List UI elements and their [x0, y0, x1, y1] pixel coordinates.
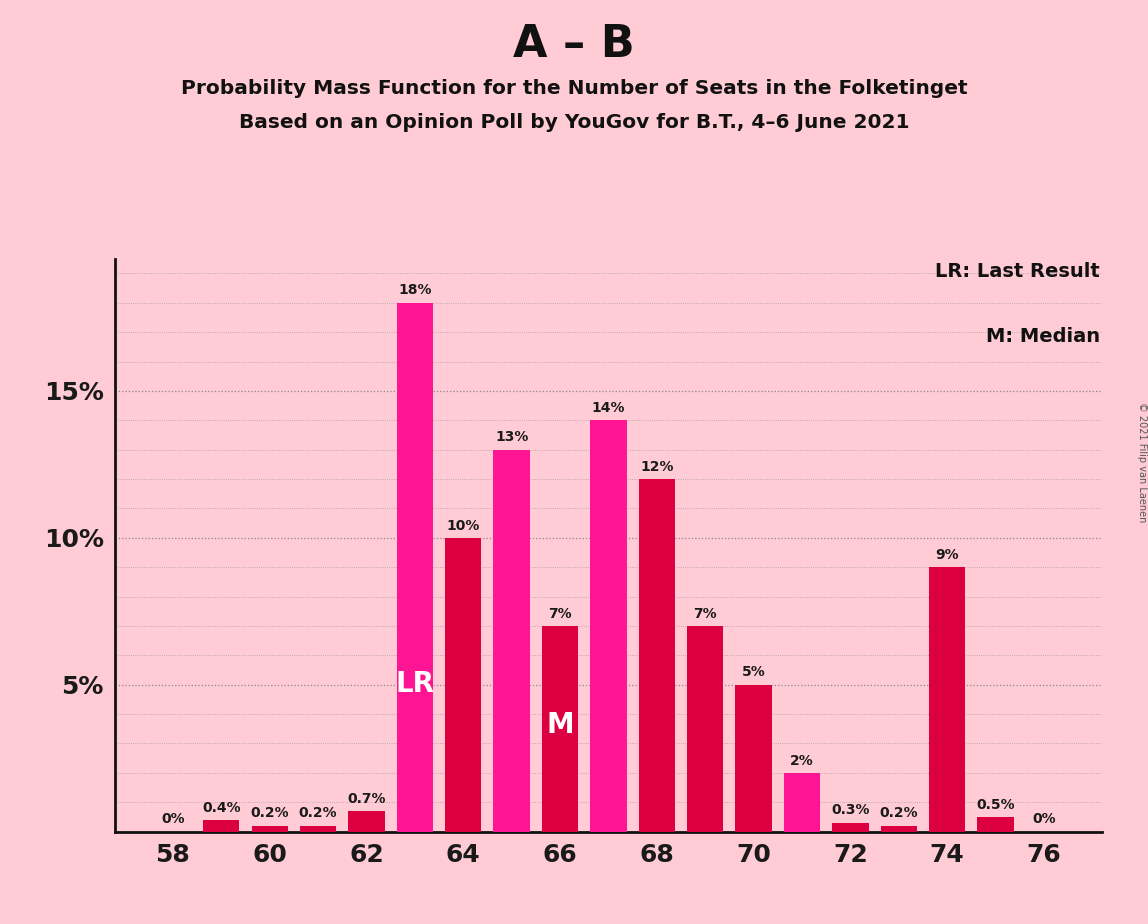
- Text: 7%: 7%: [549, 607, 572, 621]
- Text: LR: Last Result: LR: Last Result: [936, 261, 1100, 281]
- Text: 18%: 18%: [398, 284, 432, 298]
- Text: LR: LR: [395, 670, 434, 698]
- Text: 2%: 2%: [790, 754, 814, 768]
- Bar: [784, 772, 820, 832]
- Text: 0.5%: 0.5%: [976, 797, 1015, 811]
- Text: M: M: [546, 711, 574, 738]
- Bar: [881, 826, 917, 832]
- Text: 10%: 10%: [447, 518, 480, 532]
- Text: 7%: 7%: [693, 607, 718, 621]
- Bar: [736, 685, 771, 832]
- Bar: [494, 450, 529, 832]
- Text: A – B: A – B: [513, 23, 635, 67]
- Text: 0%: 0%: [161, 812, 185, 826]
- Bar: [203, 820, 240, 832]
- Text: 5%: 5%: [742, 665, 766, 679]
- Bar: [688, 626, 723, 832]
- Bar: [590, 420, 627, 832]
- Text: 12%: 12%: [641, 460, 674, 474]
- Text: 0.4%: 0.4%: [202, 800, 241, 815]
- Text: 0%: 0%: [1032, 812, 1056, 826]
- Bar: [832, 822, 869, 832]
- Text: 9%: 9%: [936, 548, 959, 562]
- Bar: [638, 479, 675, 832]
- Bar: [977, 817, 1014, 832]
- Bar: [445, 538, 481, 832]
- Text: 0.2%: 0.2%: [879, 807, 918, 821]
- Bar: [929, 567, 965, 832]
- Bar: [542, 626, 579, 832]
- Text: 0.2%: 0.2%: [250, 807, 289, 821]
- Text: 0.7%: 0.7%: [347, 792, 386, 806]
- Bar: [397, 303, 433, 832]
- Text: Probability Mass Function for the Number of Seats in the Folketinget: Probability Mass Function for the Number…: [180, 79, 968, 98]
- Text: 0.3%: 0.3%: [831, 804, 870, 818]
- Bar: [348, 811, 385, 832]
- Bar: [251, 826, 288, 832]
- Text: © 2021 Filip van Laenen: © 2021 Filip van Laenen: [1138, 402, 1147, 522]
- Text: Based on an Opinion Poll by YouGov for B.T., 4–6 June 2021: Based on an Opinion Poll by YouGov for B…: [239, 113, 909, 132]
- Text: 13%: 13%: [495, 431, 528, 444]
- Bar: [300, 826, 336, 832]
- Text: 14%: 14%: [591, 401, 626, 415]
- Text: 0.2%: 0.2%: [298, 807, 338, 821]
- Text: M: Median: M: Median: [986, 327, 1100, 346]
